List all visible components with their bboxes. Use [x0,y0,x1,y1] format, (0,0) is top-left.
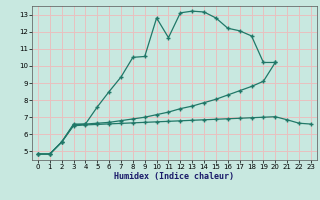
X-axis label: Humidex (Indice chaleur): Humidex (Indice chaleur) [115,172,234,181]
